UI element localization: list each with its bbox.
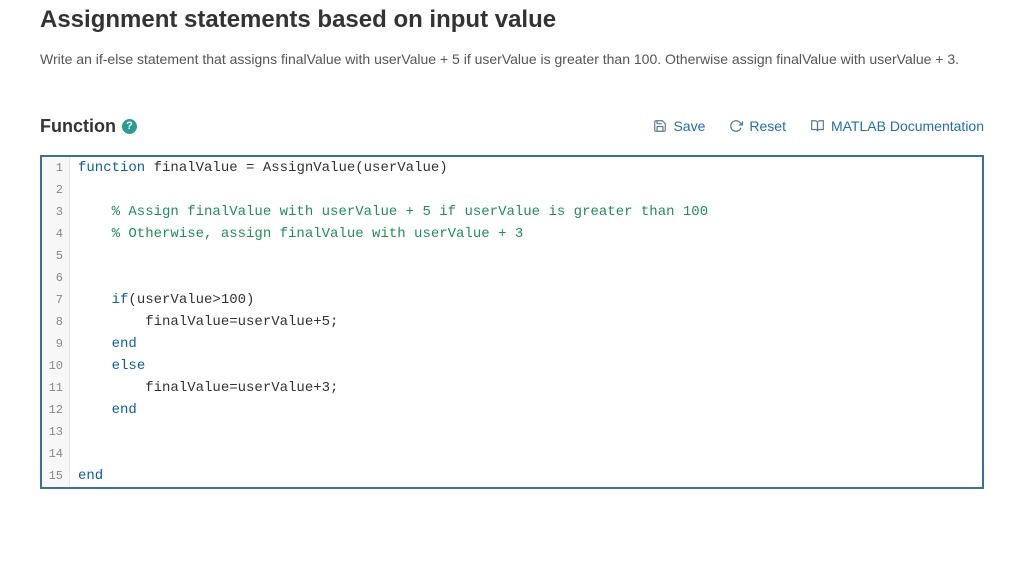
- code-editor[interactable]: 1function finalValue = AssignValue(userV…: [40, 155, 984, 489]
- line-number: 7: [42, 289, 70, 311]
- help-icon[interactable]: ?: [122, 119, 137, 134]
- reset-icon: [729, 119, 743, 133]
- section-bar: Function ? Save Reset MATLAB Documentati…: [40, 116, 984, 137]
- code-content[interactable]: finalValue=userValue+3;: [70, 377, 338, 399]
- code-content[interactable]: else: [70, 355, 145, 377]
- line-number: 1: [42, 157, 70, 179]
- line-number: 12: [42, 399, 70, 421]
- code-line[interactable]: 8 finalValue=userValue+5;: [42, 311, 982, 333]
- code-content[interactable]: end: [70, 465, 103, 487]
- code-content[interactable]: [70, 421, 86, 443]
- code-line[interactable]: 7 if(userValue>100): [42, 289, 982, 311]
- code-content[interactable]: [70, 267, 86, 289]
- code-line[interactable]: 6: [42, 267, 982, 289]
- save-button[interactable]: Save: [653, 118, 705, 134]
- line-number: 6: [42, 267, 70, 289]
- page-title: Assignment statements based on input val…: [40, 6, 984, 34]
- book-icon: [810, 119, 825, 133]
- code-content[interactable]: [70, 245, 86, 267]
- docs-link[interactable]: MATLAB Documentation: [810, 118, 984, 134]
- code-line[interactable]: 1function finalValue = AssignValue(userV…: [42, 157, 982, 179]
- code-content[interactable]: % Otherwise, assign finalValue with user…: [70, 223, 523, 245]
- code-content[interactable]: if(userValue>100): [70, 289, 254, 311]
- code-line[interactable]: 15end: [42, 465, 982, 487]
- code-content[interactable]: [70, 443, 86, 465]
- code-content[interactable]: finalValue=userValue+5;: [70, 311, 338, 333]
- toolbar: Save Reset MATLAB Documentation: [653, 118, 984, 134]
- code-line[interactable]: 3 % Assign finalValue with userValue + 5…: [42, 201, 982, 223]
- code-line[interactable]: 11 finalValue=userValue+3;: [42, 377, 982, 399]
- code-line[interactable]: 14: [42, 443, 982, 465]
- line-number: 2: [42, 179, 70, 201]
- code-line[interactable]: 2: [42, 179, 982, 201]
- section-left: Function ?: [40, 116, 137, 137]
- code-content[interactable]: end: [70, 399, 137, 421]
- reset-label: Reset: [749, 118, 786, 134]
- instructions-text: Write an if-else statement that assigns …: [40, 48, 984, 72]
- save-icon: [653, 119, 667, 133]
- line-number: 13: [42, 421, 70, 443]
- line-number: 9: [42, 333, 70, 355]
- line-number: 4: [42, 223, 70, 245]
- code-line[interactable]: 5: [42, 245, 982, 267]
- code-line[interactable]: 10 else: [42, 355, 982, 377]
- line-number: 5: [42, 245, 70, 267]
- code-line[interactable]: 9 end: [42, 333, 982, 355]
- code-content[interactable]: end: [70, 333, 137, 355]
- line-number: 3: [42, 201, 70, 223]
- code-line[interactable]: 13: [42, 421, 982, 443]
- code-content[interactable]: % Assign finalValue with userValue + 5 i…: [70, 201, 708, 223]
- code-content[interactable]: function finalValue = AssignValue(userVa…: [70, 157, 448, 179]
- save-label: Save: [673, 118, 705, 134]
- section-title: Function: [40, 116, 116, 137]
- reset-button[interactable]: Reset: [729, 118, 786, 134]
- line-number: 15: [42, 465, 70, 487]
- docs-label: MATLAB Documentation: [831, 118, 984, 134]
- line-number: 11: [42, 377, 70, 399]
- code-content[interactable]: [70, 179, 86, 201]
- line-number: 8: [42, 311, 70, 333]
- line-number: 14: [42, 443, 70, 465]
- code-line[interactable]: 4 % Otherwise, assign finalValue with us…: [42, 223, 982, 245]
- code-line[interactable]: 12 end: [42, 399, 982, 421]
- line-number: 10: [42, 355, 70, 377]
